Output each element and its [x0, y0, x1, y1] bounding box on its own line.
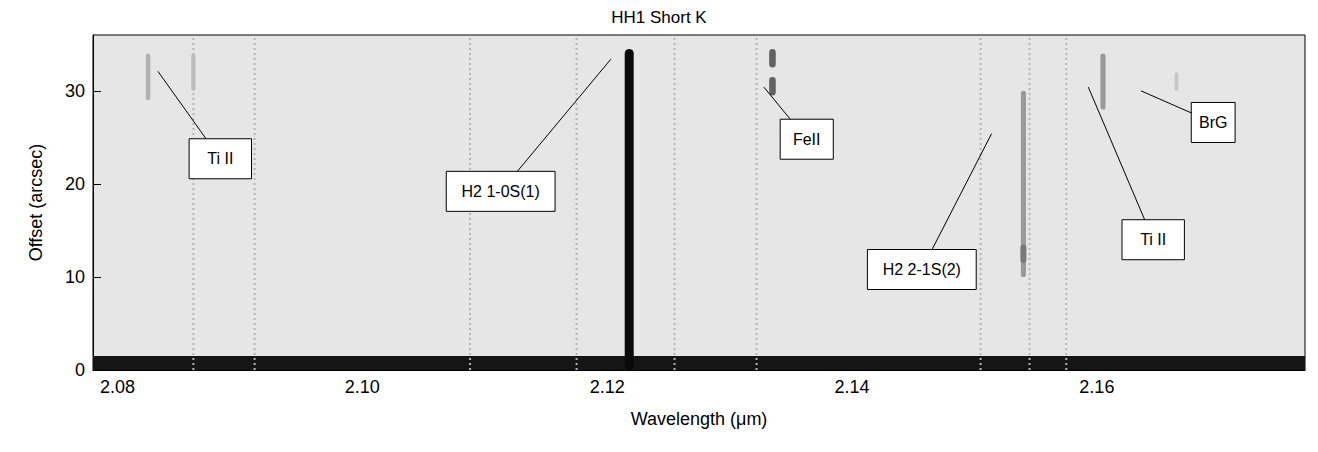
svg-text:10: 10: [65, 267, 85, 287]
svg-text:2.10: 2.10: [345, 377, 380, 397]
svg-text:Ti II: Ti II: [1140, 231, 1166, 248]
svg-text:2.12: 2.12: [590, 377, 625, 397]
svg-text:H2 2-1S(2): H2 2-1S(2): [883, 261, 961, 278]
svg-text:Wavelength (μm): Wavelength (μm): [631, 409, 768, 429]
svg-text:FeII: FeII: [793, 131, 821, 148]
svg-text:2.16: 2.16: [1079, 377, 1114, 397]
svg-text:BrG: BrG: [1199, 114, 1227, 131]
svg-text:0: 0: [75, 360, 85, 380]
svg-text:H2 1-0S(1): H2 1-0S(1): [462, 183, 540, 200]
svg-text:HH1 Short K: HH1 Short K: [611, 8, 707, 27]
svg-text:2.08: 2.08: [100, 377, 135, 397]
svg-text:Offset (arcsec): Offset (arcsec): [26, 144, 46, 262]
svg-text:30: 30: [65, 81, 85, 101]
svg-text:Ti II: Ti II: [207, 150, 233, 167]
svg-text:2.14: 2.14: [835, 377, 870, 397]
svg-text:20: 20: [65, 174, 85, 194]
